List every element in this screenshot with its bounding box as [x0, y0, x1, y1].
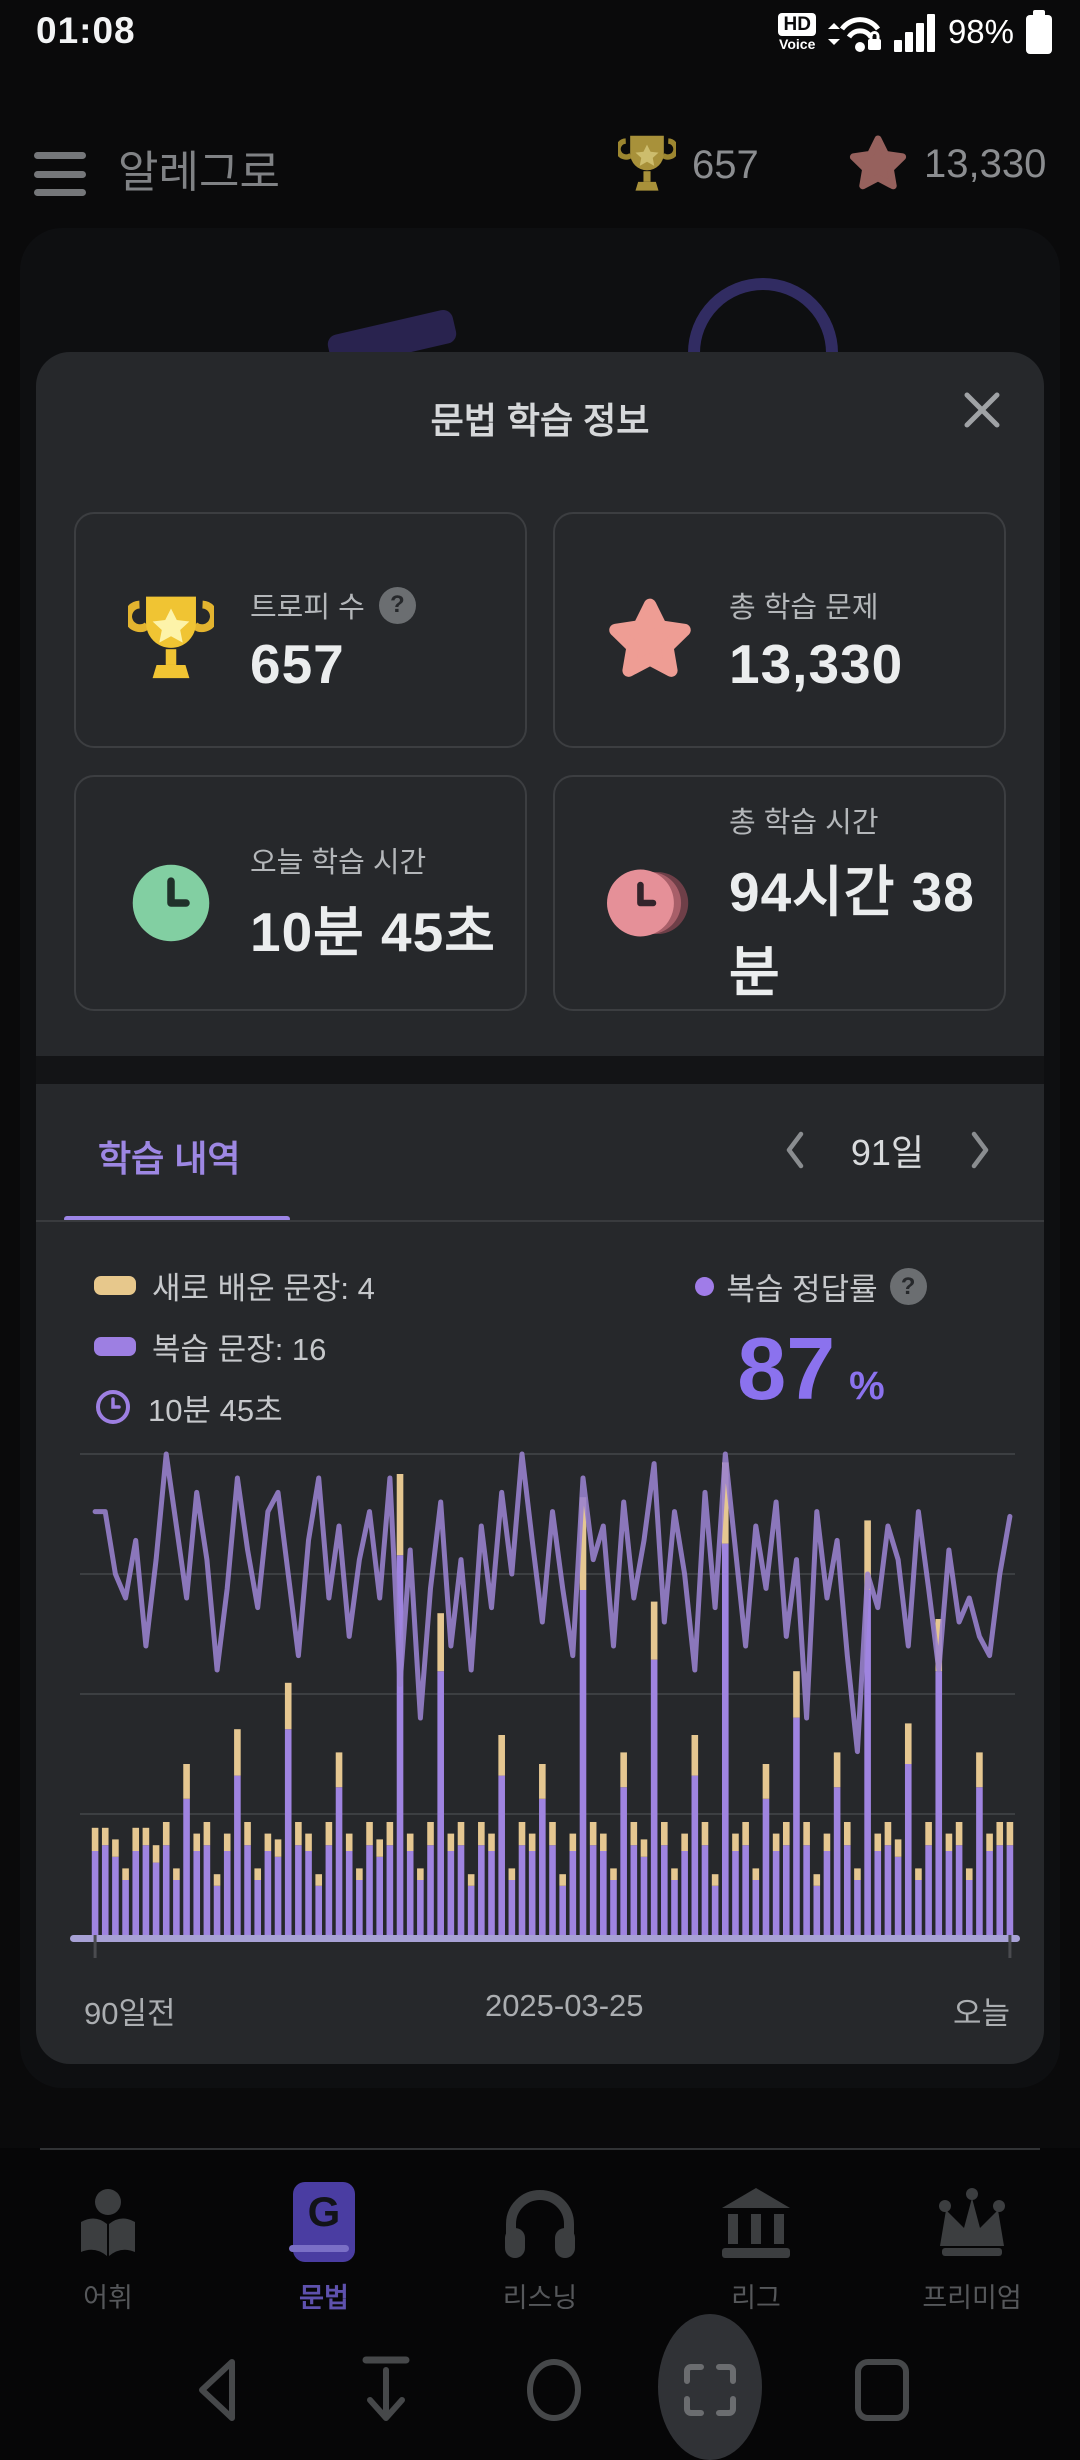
nav-item-vocabulary[interactable]: 어휘	[0, 2176, 216, 2315]
range-label: 91일	[850, 1132, 924, 1173]
header-star-stat[interactable]: 13,330	[848, 134, 1046, 194]
tab-history[interactable]: 학습 내역	[98, 1138, 241, 1179]
accuracy-value: 87	[737, 1319, 836, 1418]
trophy-card-label: 트로피 수	[250, 592, 365, 624]
clock-pink-icon	[607, 861, 693, 945]
scan-button[interactable]	[650, 2330, 770, 2450]
scan-button-highlight	[658, 2314, 762, 2460]
trophy-icon	[128, 594, 214, 686]
nav-item-listening[interactable]: 리스닝	[432, 2176, 648, 2315]
tab-underline	[64, 1216, 290, 1222]
legend-study-time: 10분 45초	[94, 1386, 375, 1428]
x-label-end: 오늘	[952, 1996, 1010, 2031]
star-icon	[849, 135, 907, 190]
signal-icon	[893, 14, 935, 52]
status-bar: 01:08 HD Voice 98%	[0, 0, 1080, 62]
nav-item-grammar[interactable]: G 문법	[216, 2176, 432, 2315]
header-star-count: 13,330	[924, 141, 1047, 186]
grammar-book-icon: G	[289, 2176, 355, 2262]
battery-icon	[1026, 10, 1052, 54]
section-divider	[36, 1056, 1044, 1084]
headphones-icon	[499, 2176, 581, 2262]
close-icon[interactable]	[954, 382, 1010, 438]
today-time-card: 오늘 학습 시간 10분 45초	[74, 775, 527, 1011]
total-time-label: 총 학습 시간	[729, 807, 879, 839]
range-navigator: 91일	[783, 1124, 992, 1176]
legend-new-sentences: 새로 배운 문장: 4	[94, 1264, 375, 1306]
problems-card: 총 학습 문제 13,330	[553, 512, 1006, 748]
chart-x-axis-labels: 90일전 2025-03-25 오늘	[84, 1988, 1010, 2033]
menu-icon[interactable]	[34, 146, 92, 202]
system-nav	[0, 2314, 1080, 2460]
total-time-value: 94시간 38분	[729, 861, 975, 1003]
legend-review-sentences: 복습 문장: 16	[94, 1325, 375, 1367]
recents-button[interactable]	[822, 2330, 942, 2450]
history-chart-svg	[70, 1451, 1020, 1958]
league-bank-icon	[716, 2176, 796, 2262]
trophy-card-value: 657	[250, 633, 345, 695]
chevron-right-icon[interactable]	[968, 1130, 992, 1170]
modal-title: 문법 학습 정보	[430, 400, 650, 441]
trophy-icon	[618, 135, 676, 191]
clock-outline-icon	[96, 1390, 130, 1424]
app-title: 알레그로	[118, 148, 280, 197]
total-time-card: 총 학습 시간 94시간 38분	[553, 775, 1006, 1011]
wifi-icon	[827, 17, 881, 52]
home-button[interactable]	[494, 2330, 614, 2450]
problems-card-value: 13,330	[729, 633, 904, 695]
section-hairline	[36, 1220, 1044, 1222]
x-label-mid: 2025-03-25	[484, 1988, 644, 2023]
back-button[interactable]	[158, 2330, 278, 2450]
header-trophy-count: 657	[692, 142, 759, 187]
accuracy-label: 복습 정답률	[726, 1272, 878, 1307]
nav-item-league[interactable]: 리그	[648, 2176, 864, 2315]
x-label-start: 90일전	[84, 1996, 176, 2031]
status-icons: HD Voice 98%	[778, 8, 1052, 56]
vocabulary-icon	[69, 2176, 147, 2262]
accuracy-help-icon[interactable]: ?	[889, 1268, 927, 1305]
nav-divider	[40, 2148, 1040, 2150]
stat-cards: 트로피 수 ? 657 총 학습 문제 13,330	[74, 512, 1006, 1011]
bottom-nav: 어휘 G 문법 리스닝	[0, 2148, 1080, 2330]
problems-card-label: 총 학습 문제	[729, 592, 879, 624]
clock-green-icon	[128, 862, 214, 944]
battery-percent: 98%	[947, 13, 1014, 50]
nav-item-premium[interactable]: 프리미엄	[864, 2176, 1080, 2315]
chart-legend: 새로 배운 문장: 4 복습 문장: 16 10분 45초	[94, 1264, 375, 1428]
legend-swatch-review	[94, 1336, 136, 1356]
legend-swatch-new	[94, 1275, 136, 1295]
star-icon	[607, 598, 693, 682]
app-header: 알레그로 657 13,330	[0, 128, 1080, 224]
clock-text: 01:08	[36, 10, 136, 51]
trophy-help-icon[interactable]: ?	[378, 586, 416, 624]
premium-crown-icon	[930, 2176, 1014, 2262]
accuracy-block: 복습 정답률 ? 87 %	[646, 1264, 976, 1413]
history-chart	[50, 1438, 1030, 1970]
hd-voice-icon: HD Voice	[778, 13, 816, 52]
accuracy-unit: %	[849, 1364, 885, 1408]
today-time-value: 10분 45초	[250, 901, 496, 963]
grammar-info-modal: 문법 학습 정보	[36, 352, 1044, 2064]
hide-keyboard-button[interactable]	[326, 2330, 446, 2450]
header-trophy-stat[interactable]: 657	[618, 134, 759, 196]
chevron-left-icon[interactable]	[783, 1130, 807, 1170]
today-time-label: 오늘 학습 시간	[250, 847, 427, 879]
accuracy-dot-icon	[695, 1277, 715, 1296]
trophy-card: 트로피 수 ? 657	[74, 512, 527, 748]
